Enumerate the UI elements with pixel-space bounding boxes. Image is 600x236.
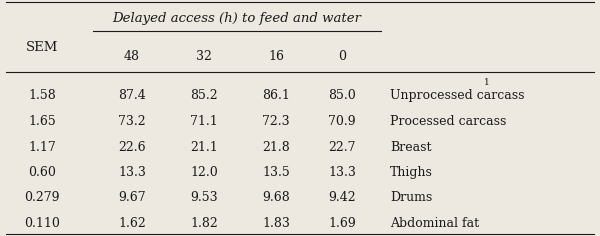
Text: 0.60: 0.60 xyxy=(28,166,56,179)
Text: 1.82: 1.82 xyxy=(190,216,218,230)
Text: Thighs: Thighs xyxy=(390,166,433,179)
Text: 1.65: 1.65 xyxy=(28,115,56,128)
Text: 13.3: 13.3 xyxy=(328,166,356,179)
Text: 71.1: 71.1 xyxy=(190,115,218,128)
Text: 1.17: 1.17 xyxy=(28,141,56,154)
Text: 21.8: 21.8 xyxy=(262,141,290,154)
Text: Drums: Drums xyxy=(390,190,432,204)
Text: 87.4: 87.4 xyxy=(118,89,146,102)
Text: 0.279: 0.279 xyxy=(24,190,60,204)
Text: 9.67: 9.67 xyxy=(118,190,146,204)
Text: 85.2: 85.2 xyxy=(190,89,218,102)
Text: 9.42: 9.42 xyxy=(328,190,356,204)
Text: 13.5: 13.5 xyxy=(262,166,290,179)
Text: 85.0: 85.0 xyxy=(328,89,356,102)
Text: Processed carcass: Processed carcass xyxy=(390,115,506,128)
Text: 0: 0 xyxy=(338,50,346,63)
Text: 13.3: 13.3 xyxy=(118,166,146,179)
Text: Abdominal fat: Abdominal fat xyxy=(390,216,479,230)
Text: 9.68: 9.68 xyxy=(262,190,290,204)
Text: 0.110: 0.110 xyxy=(24,216,60,230)
Text: Unprocessed carcass: Unprocessed carcass xyxy=(390,89,524,102)
Text: 1.62: 1.62 xyxy=(118,216,146,230)
Text: 9.53: 9.53 xyxy=(190,190,218,204)
Text: 12.0: 12.0 xyxy=(190,166,218,179)
Text: 32: 32 xyxy=(196,50,212,63)
Text: 1: 1 xyxy=(484,78,489,87)
Text: 21.1: 21.1 xyxy=(190,141,218,154)
Text: 48: 48 xyxy=(124,50,140,63)
Text: 16: 16 xyxy=(268,50,284,63)
Text: 1.69: 1.69 xyxy=(328,216,356,230)
Text: 22.6: 22.6 xyxy=(118,141,146,154)
Text: Breast: Breast xyxy=(390,141,431,154)
Text: 70.9: 70.9 xyxy=(328,115,356,128)
Text: 72.3: 72.3 xyxy=(262,115,290,128)
Text: 1.83: 1.83 xyxy=(262,216,290,230)
Text: SEM: SEM xyxy=(26,41,58,54)
Text: Delayed access (h) to feed and water: Delayed access (h) to feed and water xyxy=(113,12,361,25)
Text: 22.7: 22.7 xyxy=(328,141,356,154)
Text: 73.2: 73.2 xyxy=(118,115,146,128)
Text: 1.58: 1.58 xyxy=(28,89,56,102)
Text: 86.1: 86.1 xyxy=(262,89,290,102)
